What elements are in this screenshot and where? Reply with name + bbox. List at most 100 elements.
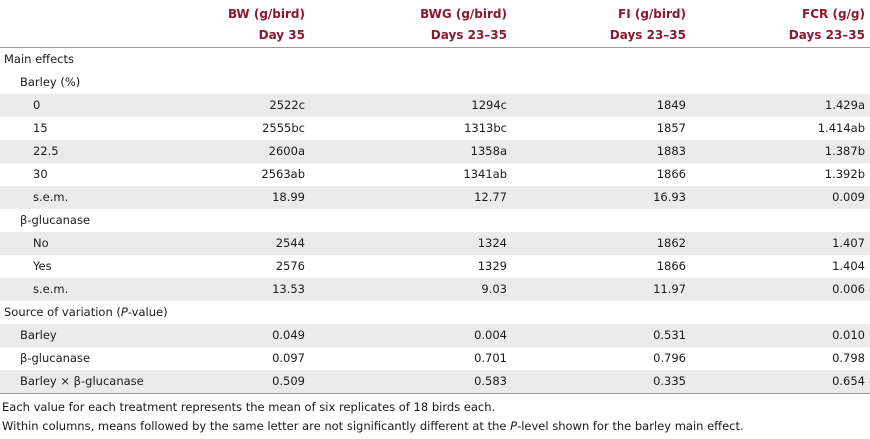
table-row: Main effects bbox=[0, 48, 870, 72]
cell-bw: 0.097 bbox=[272, 351, 305, 365]
row-label: 15 bbox=[33, 121, 48, 135]
cell-bw: 0.509 bbox=[200, 370, 305, 394]
row-label: s.e.m. bbox=[0, 186, 200, 209]
table-row: 15 2555bc 1313bc 1857 1.414ab bbox=[0, 117, 870, 140]
table-body: Main effects Barley (%) 0 2522c 1294c 1849 1.4… bbox=[0, 48, 870, 394]
col-header-bwg: BWG (g/bird) bbox=[420, 7, 507, 21]
cell-fi: 0.796 bbox=[653, 351, 686, 365]
cell-fcr: 1.387b bbox=[686, 140, 870, 163]
cell-fi: 16.93 bbox=[507, 186, 686, 209]
cell-bw: 2563ab bbox=[261, 167, 305, 181]
row-label: Barley bbox=[0, 324, 200, 347]
cell-bwg: 0.701 bbox=[474, 351, 507, 365]
cell-bw: 2600a bbox=[200, 140, 305, 163]
footnote-2: Within columns, means followed by the sa… bbox=[2, 419, 744, 433]
footnote-1: Each value for each treatment represents… bbox=[2, 400, 496, 414]
data-table: BW (g/bird) BWG (g/bird) FI (g/bird) FCR… bbox=[0, 0, 870, 394]
cell-fcr: 1.392b bbox=[824, 167, 865, 181]
cell-bwg bbox=[305, 71, 507, 94]
cell-fi bbox=[507, 48, 686, 72]
row-label: β-glucanase bbox=[20, 213, 91, 227]
row-label: Main effects bbox=[4, 52, 75, 66]
table-row: Barley × β-glucanase 0.509 0.583 0.335 0.654 bbox=[0, 370, 870, 394]
col-subheader-bwg: Days 23–35 bbox=[430, 28, 507, 42]
cell-fcr bbox=[686, 209, 870, 232]
cell-fi: 1866 bbox=[656, 167, 686, 181]
table-footnotes: Each value for each treatment represents… bbox=[2, 398, 744, 436]
cell-fi: 1857 bbox=[656, 121, 686, 135]
cell-bwg bbox=[305, 301, 507, 324]
cell-bwg: 1294c bbox=[305, 94, 507, 117]
col-header-fi: FI (g/bird) bbox=[618, 7, 686, 21]
row-label: 0 bbox=[0, 94, 200, 117]
cell-bw bbox=[200, 48, 305, 72]
table-row: 30 2563ab 1341ab 1866 1.392b bbox=[0, 163, 870, 186]
cell-bwg: 1313bc bbox=[464, 121, 507, 135]
table-row: 0 2522c 1294c 1849 1.429a bbox=[0, 94, 870, 117]
cell-fi bbox=[507, 209, 686, 232]
cell-bw: 2522c bbox=[200, 94, 305, 117]
cell-fcr: 1.429a bbox=[686, 94, 870, 117]
cell-bwg: 1358a bbox=[305, 140, 507, 163]
row-label: Source of variation (P-value) bbox=[4, 305, 168, 319]
cell-bwg: 1324 bbox=[305, 232, 507, 255]
cell-bw bbox=[200, 209, 305, 232]
table-row: Source of variation (P-value) bbox=[0, 301, 870, 324]
row-label: s.e.m. bbox=[0, 278, 200, 301]
cell-fcr bbox=[686, 71, 870, 94]
table-row: Barley 0.049 0.004 0.531 0.010 bbox=[0, 324, 870, 347]
cell-fcr: 1.404 bbox=[832, 259, 865, 273]
cell-fi: 1862 bbox=[507, 232, 686, 255]
cell-bw: 0.049 bbox=[200, 324, 305, 347]
cell-bw: 2544 bbox=[200, 232, 305, 255]
cell-bw: 2576 bbox=[275, 259, 305, 273]
cell-fi: 1866 bbox=[656, 259, 686, 273]
row-label: Barley × β-glucanase bbox=[0, 370, 200, 394]
cell-fcr: 0.654 bbox=[686, 370, 870, 394]
table-row: 22.5 2600a 1358a 1883 1.387b bbox=[0, 140, 870, 163]
cell-fcr: 0.798 bbox=[832, 351, 865, 365]
cell-fcr: 0.009 bbox=[686, 186, 870, 209]
row-label: 22.5 bbox=[0, 140, 200, 163]
table-row: s.e.m. 18.99 12.77 16.93 0.009 bbox=[0, 186, 870, 209]
header-row-1: BW (g/bird) BWG (g/bird) FI (g/bird) FCR… bbox=[0, 0, 870, 25]
cell-fcr: 0.006 bbox=[686, 278, 870, 301]
cell-fi: 0.531 bbox=[507, 324, 686, 347]
cell-bw: 18.99 bbox=[200, 186, 305, 209]
cell-bw: 2555bc bbox=[262, 121, 305, 135]
table-row: s.e.m. 13.53 9.03 11.97 0.006 bbox=[0, 278, 870, 301]
header-row-2: Day 35 Days 23–35 Days 23–35 Days 23–35 bbox=[0, 25, 870, 48]
cell-fcr bbox=[686, 301, 870, 324]
cell-fcr: 0.010 bbox=[686, 324, 870, 347]
row-label: Yes bbox=[33, 259, 52, 273]
table-row: Yes 2576 1329 1866 1.404 bbox=[0, 255, 870, 278]
cell-fcr: 1.414ab bbox=[817, 121, 865, 135]
col-subheader-fi: Days 23–35 bbox=[609, 28, 686, 42]
table-row: Barley (%) bbox=[0, 71, 870, 94]
cell-fi bbox=[507, 71, 686, 94]
cell-bwg: 12.77 bbox=[305, 186, 507, 209]
cell-bw bbox=[200, 71, 305, 94]
corner-cell bbox=[0, 25, 200, 48]
col-subheader-bw: Day 35 bbox=[258, 28, 305, 42]
cell-fcr bbox=[686, 48, 870, 72]
cell-fcr: 1.407 bbox=[686, 232, 870, 255]
cell-fi bbox=[507, 301, 686, 324]
table-row: No 2544 1324 1862 1.407 bbox=[0, 232, 870, 255]
col-header-bw: BW (g/bird) bbox=[227, 7, 305, 21]
cell-fi: 1849 bbox=[507, 94, 686, 117]
col-header-fcr: FCR (g/g) bbox=[802, 7, 865, 21]
corner-cell bbox=[0, 0, 200, 25]
cell-bwg bbox=[305, 209, 507, 232]
cell-bwg: 0.004 bbox=[305, 324, 507, 347]
cell-fi: 0.335 bbox=[507, 370, 686, 394]
col-subheader-fcr: Days 23–35 bbox=[788, 28, 865, 42]
table-row: β-glucanase bbox=[0, 209, 870, 232]
cell-bw bbox=[200, 301, 305, 324]
cell-bwg bbox=[305, 48, 507, 72]
table-row: β-glucanase 0.097 0.701 0.796 0.798 bbox=[0, 347, 870, 370]
row-label: β-glucanase bbox=[20, 351, 91, 365]
cell-fi: 1883 bbox=[507, 140, 686, 163]
cell-bwg: 9.03 bbox=[305, 278, 507, 301]
